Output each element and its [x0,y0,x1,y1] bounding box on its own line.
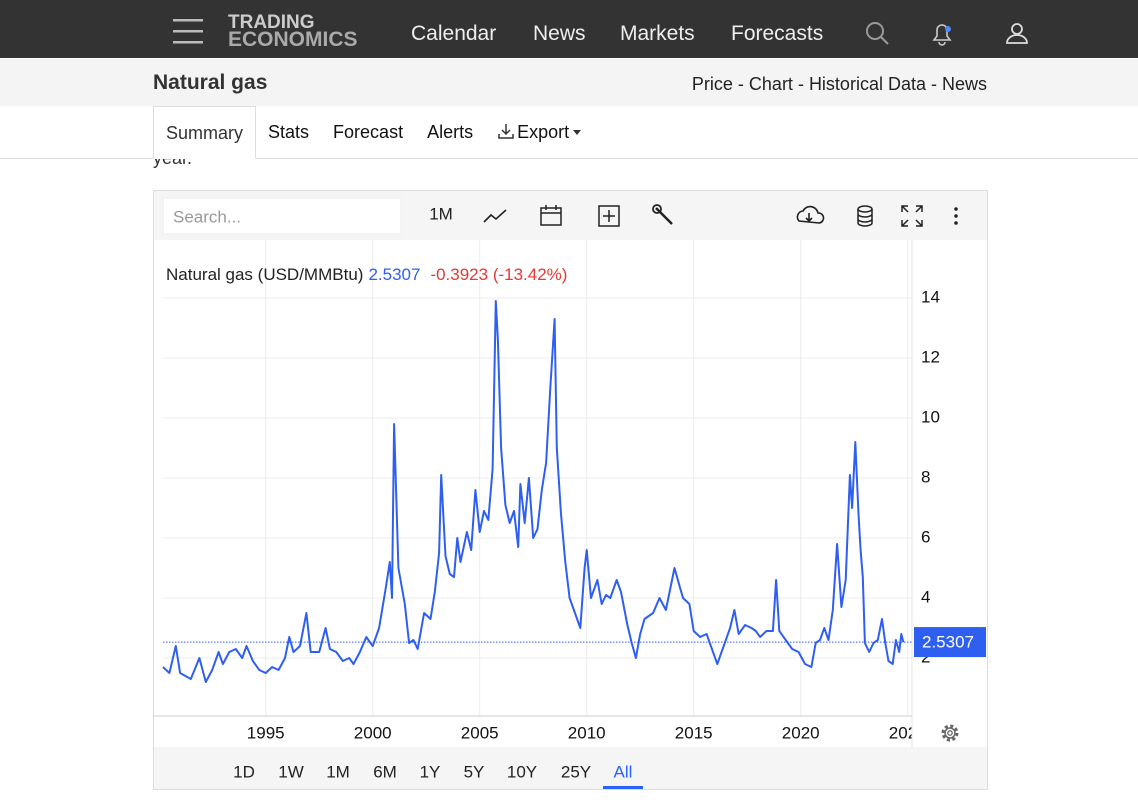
tab-label: Alerts [427,122,474,142]
x-tick-label: 2000 [354,723,392,742]
calendar-icon[interactable] [540,205,562,226]
range-button[interactable]: 10Y [507,762,537,781]
x-tick-label: 2020 [782,723,820,742]
nav-link[interactable]: Markets [620,22,695,45]
x-tick-label: 2025 [889,723,927,742]
x-tick-label: 2005 [461,723,499,742]
range-button[interactable]: 5Y [464,762,485,781]
range-button[interactable]: 1M [326,762,350,781]
interval-button[interactable]: 1M [429,204,453,223]
nav-link[interactable]: Calendar [411,22,497,45]
tab-label: Export [517,122,570,142]
tab[interactable]: Forecast [321,106,415,159]
logo-line: TRADING [228,12,315,33]
compare-icon[interactable] [598,205,620,227]
tab[interactable]: Summary [153,106,257,159]
breadcrumb-link[interactable]: Historical Data [808,74,926,94]
y-tick-label: 6 [921,527,930,546]
sub-header: Natural gas Price - Chart - Historical Data -… [0,59,1138,107]
top-bar: TRADING ECONOMICS Calendar News Markets F… [0,0,1138,58]
separator: - [797,74,804,94]
y-tick-label: 4 [921,587,930,606]
export-icon [498,124,514,139]
legend-name: Natural gas (USD/MMBtu) [166,265,363,284]
breadcrumb-link[interactable]: Chart [748,74,793,94]
chart-widget: Search...1M24681012141995200020052010201… [153,190,988,790]
range-button[interactable]: 1Y [420,762,441,781]
download-icon[interactable] [796,205,825,224]
y-tick-label: 12 [921,347,940,366]
separator: - [930,74,937,94]
last-value-tag [914,627,986,658]
notification-icon[interactable] [928,20,956,48]
breadcrumb-link[interactable]: Price [691,74,733,94]
last-value-label: 2.5307 [922,633,974,652]
y-tick-label: 10 [921,407,940,426]
tab[interactable]: Export [485,106,593,159]
tab[interactable]: Alerts [415,106,485,159]
legend: Natural gas (USD/MMBtu) 2.5307 -0.3923 (-1… [166,265,567,284]
breadcrumb: Price - Chart - Historical Data - News [692,74,987,95]
more-icon[interactable] [954,207,958,225]
y-tick-label: 8 [921,467,930,486]
search-placeholder: Search... [173,207,241,226]
search-icon[interactable] [864,20,892,48]
x-tick-label: 1995 [247,723,285,742]
breadcrumb-link[interactable]: News [941,74,987,94]
separator: - [737,74,744,94]
tab-label: Stats [268,122,310,142]
price-line [162,300,905,683]
range-button[interactable]: 1W [278,762,304,781]
tab-bar: Summary Stats Forecast Alerts Export [0,106,1138,159]
logo[interactable]: TRADING ECONOMICS [228,12,358,51]
tools-icon[interactable] [652,204,673,225]
legend-value: 2.5307 [368,265,420,284]
line-type-icon[interactable] [483,209,507,223]
range-button[interactable]: 25Y [561,762,591,781]
range-button[interactable]: 1D [233,762,255,781]
data-icon[interactable] [857,205,873,227]
x-axis: 1995 2000 2005 2010 2015 2020 2025 [247,240,927,742]
range-underline [603,786,643,789]
range-button[interactable]: 6M [373,762,397,781]
logo-line: ECONOMICS [228,28,358,51]
caret [573,130,582,135]
range-button[interactable]: All [614,762,633,781]
tab-label: Summary [166,123,244,143]
fullscreen-icon[interactable] [901,205,923,227]
search-box[interactable] [162,197,402,235]
nav-link[interactable]: Forecasts [731,22,824,45]
x-tick-label: 2015 [675,723,713,742]
nav-link[interactable]: News [533,22,586,45]
legend-change: -0.3923 (-13.42%) [430,265,567,284]
user-icon[interactable] [1004,20,1030,46]
page-title: Natural gas [153,71,268,94]
y-tick-label: 14 [921,287,940,306]
range-bar [154,747,987,789]
tab-label: Forecast [333,122,404,142]
tab[interactable]: Stats [256,106,321,159]
settings-icon[interactable] [941,724,959,742]
menu-icon[interactable] [170,17,206,47]
x-tick-label: 2010 [568,723,606,742]
